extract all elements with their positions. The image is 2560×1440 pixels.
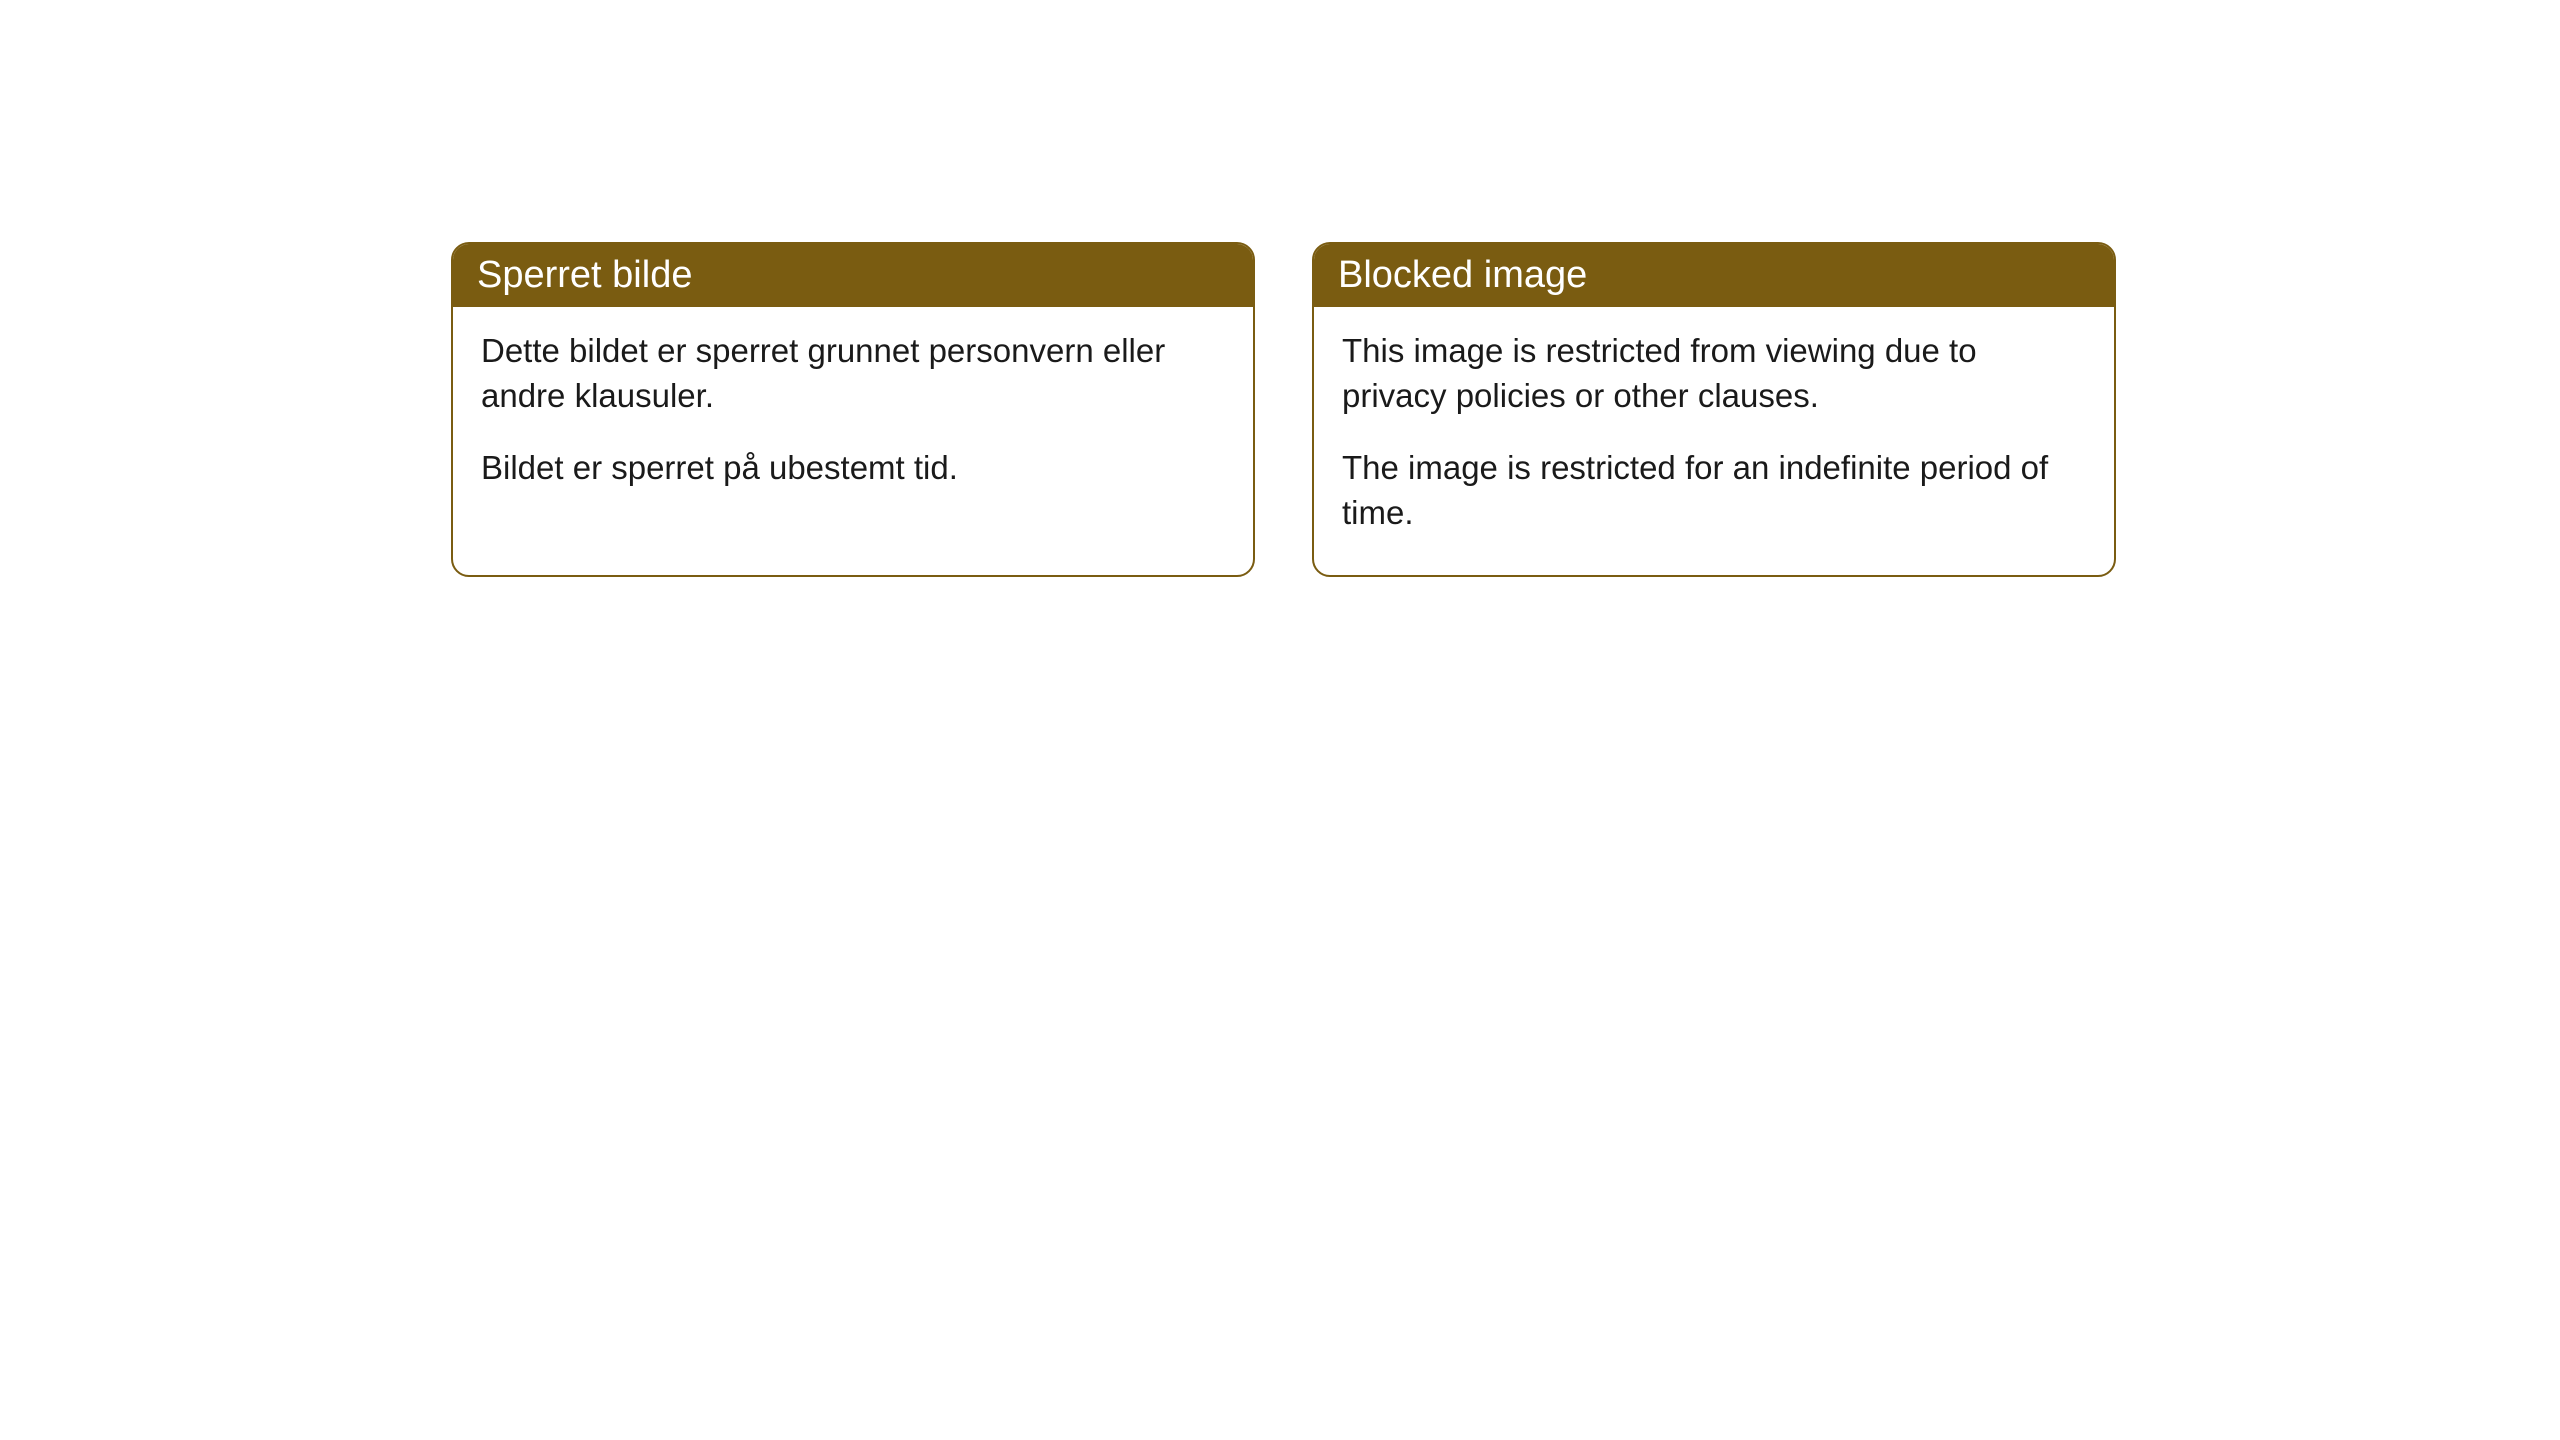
card-header-english: Blocked image [1314, 244, 2114, 307]
card-paragraph: Dette bildet er sperret grunnet personve… [481, 329, 1225, 418]
card-body-norwegian: Dette bildet er sperret grunnet personve… [453, 307, 1253, 531]
card-header-norwegian: Sperret bilde [453, 244, 1253, 307]
card-paragraph: The image is restricted for an indefinit… [1342, 446, 2086, 535]
notice-cards-container: Sperret bilde Dette bildet er sperret gr… [451, 242, 2116, 577]
notice-card-norwegian: Sperret bilde Dette bildet er sperret gr… [451, 242, 1255, 577]
card-body-english: This image is restricted from viewing du… [1314, 307, 2114, 575]
card-title: Sperret bilde [477, 254, 692, 296]
card-paragraph: This image is restricted from viewing du… [1342, 329, 2086, 418]
card-paragraph: Bildet er sperret på ubestemt tid. [481, 446, 1225, 491]
card-title: Blocked image [1338, 254, 1587, 296]
notice-card-english: Blocked image This image is restricted f… [1312, 242, 2116, 577]
